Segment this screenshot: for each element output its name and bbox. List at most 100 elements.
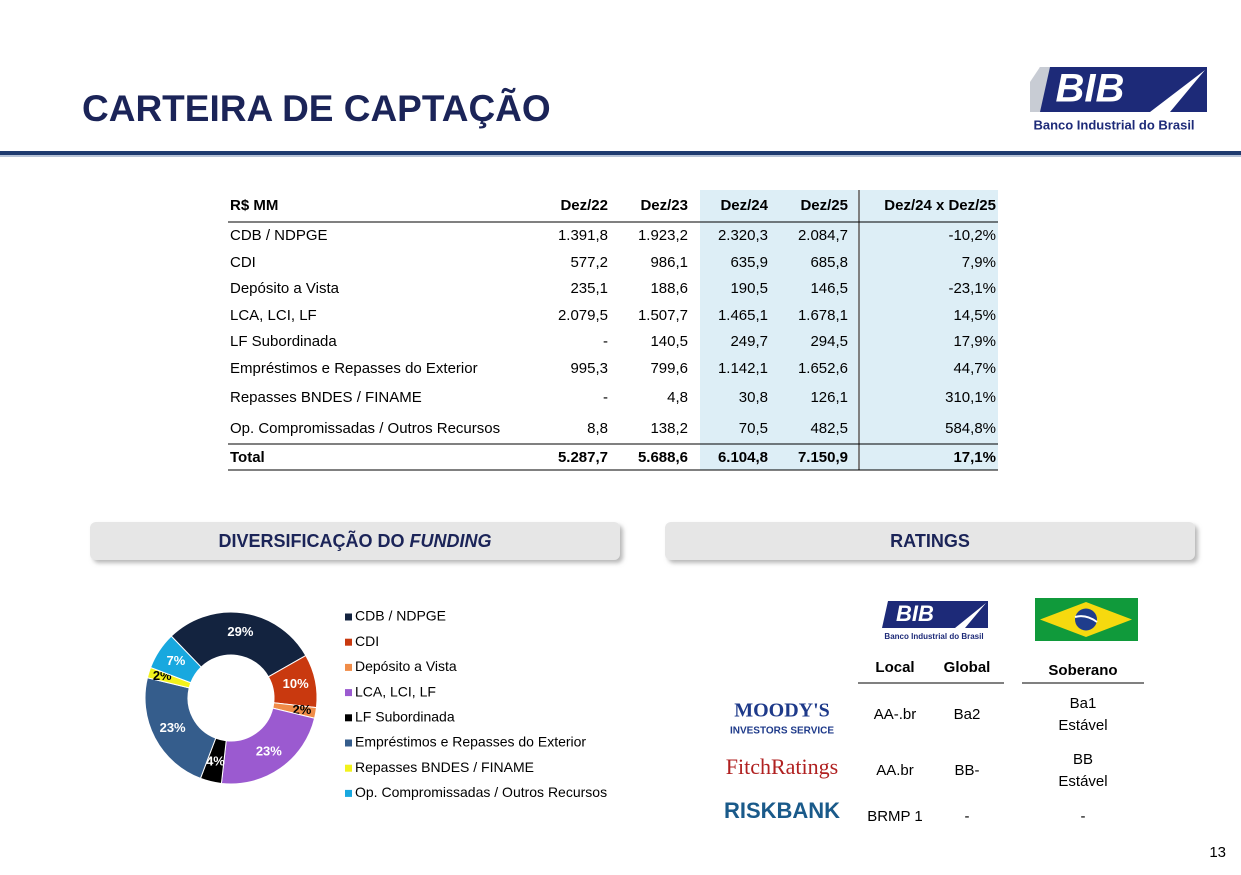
section-header <box>665 522 1195 560</box>
cell-label: Depósito a Vista <box>230 280 340 297</box>
cell-number: 7,9% <box>962 254 996 271</box>
data-label: 23% <box>256 744 282 759</box>
data-label: 23% <box>160 720 186 735</box>
cell-number: 8,8 <box>587 420 608 437</box>
cell-number: Dez/24 x Dez/25 <box>884 197 996 214</box>
cell-number: 188,6 <box>650 280 688 297</box>
cell-number: 2.084,7 <box>798 227 848 244</box>
data-label: 7% <box>167 653 186 668</box>
cell-label: LCA, LCI, LF <box>230 307 317 324</box>
legend-swatch <box>345 689 352 697</box>
cell-number: 1.465,1 <box>718 307 768 324</box>
rating: - <box>965 808 970 825</box>
cell-number: 584,8% <box>945 420 996 437</box>
cell-number: 138,2 <box>650 420 688 437</box>
cell-number: 17,9% <box>953 333 996 350</box>
cell-number: 6.104,8 <box>718 449 768 466</box>
cell-number: 5.688,6 <box>638 449 688 466</box>
cell-number: 577,2 <box>570 254 608 271</box>
cell-number: - <box>603 389 608 406</box>
cell-number: 294,5 <box>810 333 848 350</box>
title: CARTEIRA DE CAPTAÇÃO <box>82 87 551 129</box>
cell-label: Repasses BNDES / FINAME <box>230 389 422 406</box>
cell-label: CDB / NDPGE <box>230 227 328 244</box>
brazil-flag <box>1035 598 1138 641</box>
rating: AA-.br <box>874 706 917 723</box>
cell-number: 14,5% <box>953 307 996 324</box>
column-header: Global <box>944 659 991 676</box>
rating: BB <box>1073 751 1093 768</box>
cell-number: 986,1 <box>650 254 688 271</box>
legend-swatch <box>345 789 352 797</box>
section-title: RATINGS <box>890 531 970 551</box>
cell-number: 1.678,1 <box>798 307 848 324</box>
legend-label: Empréstimos e Repasses do Exterior <box>355 734 586 750</box>
ratings-table: BIB Banco Industrial do Brasil Local Glob… <box>724 598 1144 825</box>
legend-label: LF Subordinada <box>355 709 455 725</box>
legend-swatch <box>345 714 352 722</box>
cell-number: 235,1 <box>570 280 608 297</box>
donut-chart: 29%10%2%23%4%23%2%7%CDB / NDPGECDIDepósi… <box>144 608 607 800</box>
legend-label: LCA, LCI, LF <box>355 683 436 699</box>
cell-number: 1.923,2 <box>638 227 688 244</box>
rating: BRMP 1 <box>867 808 923 825</box>
rating: Estável <box>1058 773 1107 790</box>
donut-slice <box>149 635 202 684</box>
donut-slice <box>220 707 316 785</box>
cell-number: 126,1 <box>810 389 848 406</box>
legend-swatch <box>345 613 352 621</box>
header-rule-shadow <box>0 155 1241 157</box>
cell-number: 482,5 <box>810 420 848 437</box>
shade <box>700 190 858 470</box>
logo: BIB Banco Industrial do Brasil <box>1030 67 1207 132</box>
cell-number: 70,5 <box>739 420 768 437</box>
logo-name: Banco Industrial do Brasil <box>1033 117 1194 132</box>
legend-swatch <box>345 764 352 772</box>
legend-swatch <box>345 663 352 671</box>
data-label: 10% <box>283 676 309 691</box>
cell-number: Dez/23 <box>640 197 688 214</box>
section-title: DIVERSIFICAÇÃO DO FUNDING <box>218 530 491 551</box>
rating: Estável <box>1058 717 1107 734</box>
cell-number: 1.507,7 <box>638 307 688 324</box>
logo-mark: BIB <box>1056 67 1125 111</box>
header-rule <box>0 151 1241 155</box>
logo-mark: BIB <box>896 601 934 626</box>
rating: Ba2 <box>954 706 981 723</box>
legend-label: Op. Compromissadas / Outros Recursos <box>355 784 607 800</box>
agency-logo: MOODY'S <box>734 700 830 722</box>
shade <box>860 190 998 470</box>
heading-part: DIVERSIFICAÇÃO DO <box>218 530 409 551</box>
cell-label: LF Subordinada <box>230 333 337 350</box>
cell-number: 1.391,8 <box>558 227 608 244</box>
legend-label: Repasses BNDES / FINAME <box>355 759 534 775</box>
agency-logo: FitchRatings <box>726 754 838 779</box>
cell-number: 2.320,3 <box>718 227 768 244</box>
cell-number: -10,2% <box>948 227 996 244</box>
cell-number: 190,5 <box>730 280 768 297</box>
cell-number: 635,9 <box>730 254 768 271</box>
cell-number: 146,5 <box>810 280 848 297</box>
legend-swatch <box>345 739 352 747</box>
legend-swatch <box>345 638 352 646</box>
section-header <box>90 522 620 560</box>
cell-label: Op. Compromissadas / Outros Recursos <box>230 420 500 437</box>
cell-number: 310,1% <box>945 389 996 406</box>
legend-label: Depósito a Vista <box>355 658 457 674</box>
rating: - <box>1081 808 1086 825</box>
table: R$ MM Dez/22 Dez/23 Dez/24 Dez/25 Dez/24 x De… <box>228 190 998 471</box>
cell-number: 685,8 <box>810 254 848 271</box>
cell-label: Empréstimos e Repasses do Exterior <box>230 360 478 377</box>
cell-number: 1.142,1 <box>718 360 768 377</box>
agency-logo: RISKBANK <box>724 798 840 823</box>
rating: BB- <box>954 762 979 779</box>
rating: Ba1 <box>1070 695 1097 712</box>
heading-part: FUNDING <box>410 531 492 551</box>
page-number: 13 <box>1209 844 1226 861</box>
legend-label: CDI <box>355 633 379 649</box>
data-label: 29% <box>227 624 253 639</box>
legend-label: CDB / NDPGE <box>355 608 446 624</box>
cell-label: R$ MM <box>230 197 278 214</box>
data-label: 4% <box>206 754 225 769</box>
